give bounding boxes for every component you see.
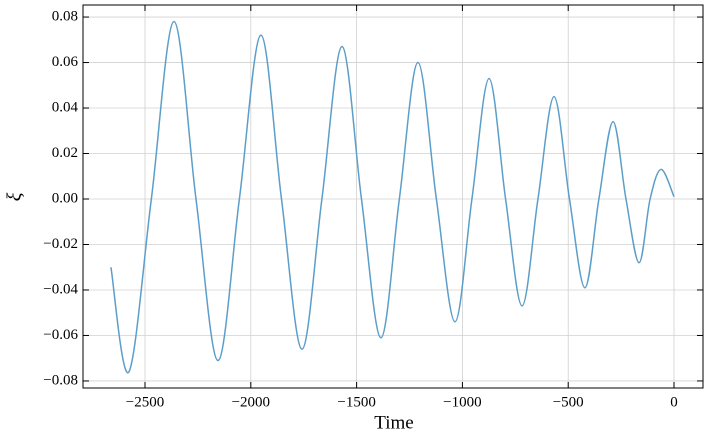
data-line [110, 20, 675, 374]
y-tick-label: 0.04 [52, 99, 79, 115]
y-tick-label: −0.08 [43, 372, 78, 388]
y-tick-label: −0.02 [43, 236, 78, 252]
x-axis-label: Time [374, 412, 413, 433]
y-tick-label: 0.02 [52, 145, 78, 161]
plot-frame [82, 4, 704, 389]
x-tick-label: −2500 [126, 394, 164, 410]
x-tick-label: −1000 [443, 394, 481, 410]
x-tick-label: −2000 [232, 394, 270, 410]
y-tick-label: −0.04 [43, 281, 78, 297]
x-tick-label: 0 [670, 394, 678, 410]
x-tick-label: −500 [553, 394, 584, 410]
x-tick-label: −1500 [337, 394, 375, 410]
y-tick-label: 0.06 [52, 54, 79, 70]
y-tick-label: 0.00 [52, 190, 78, 206]
y-tick-label: −0.06 [43, 327, 78, 343]
y-axis-label: ξ [4, 192, 26, 201]
y-tick-label: 0.08 [52, 8, 78, 24]
